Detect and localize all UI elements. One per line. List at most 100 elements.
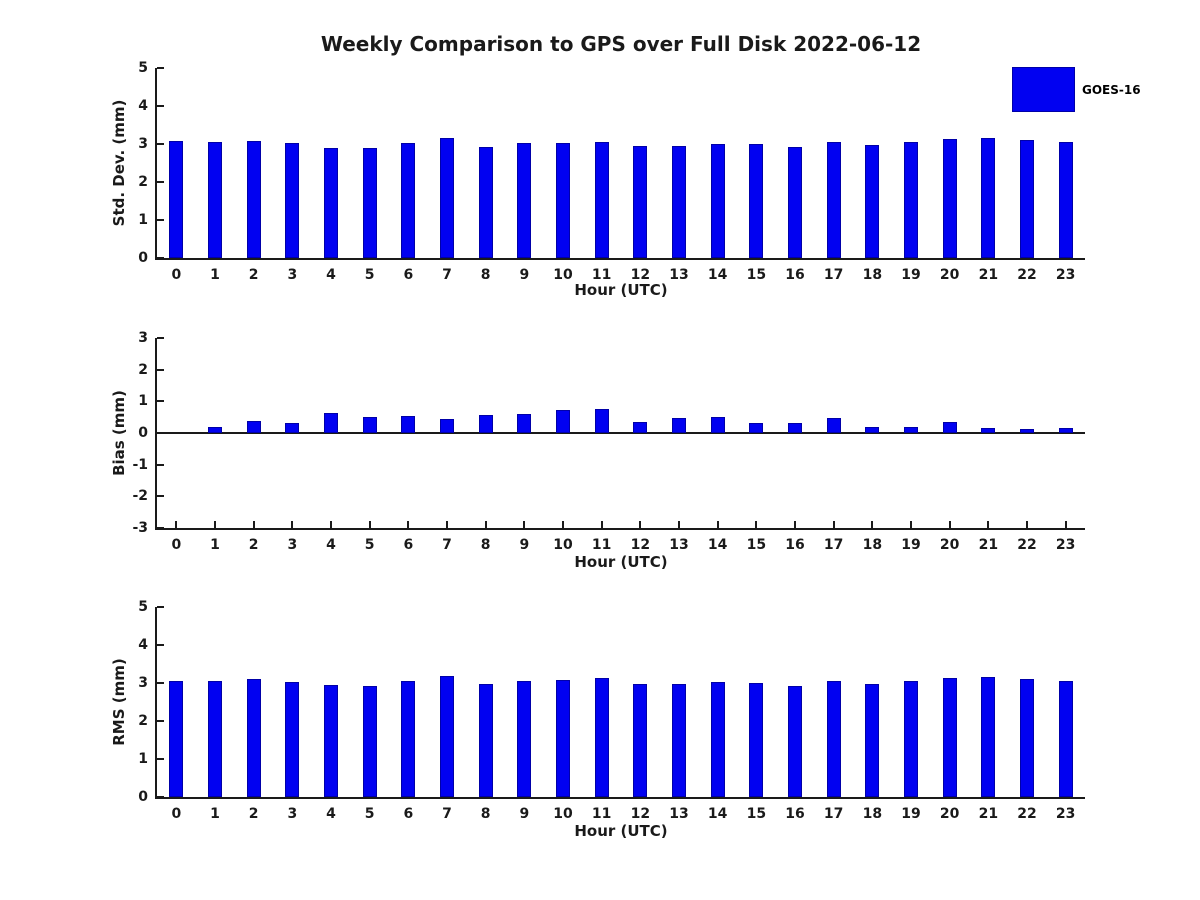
y-axis-spine bbox=[155, 68, 157, 260]
x-tick-label: 5 bbox=[364, 267, 375, 283]
x-tick-label: 14 bbox=[707, 806, 728, 822]
x-tick-label: 6 bbox=[403, 267, 414, 283]
bar bbox=[401, 143, 416, 258]
bar bbox=[788, 147, 802, 258]
x-tick-label: 22 bbox=[1017, 267, 1037, 283]
x-tick-label: 11 bbox=[591, 267, 612, 283]
y-tick-mark bbox=[157, 682, 164, 684]
y-tick-mark bbox=[157, 758, 164, 760]
x-tick-label: 5 bbox=[364, 806, 375, 822]
x-tick-label: 2 bbox=[248, 267, 259, 283]
x-tick-mark bbox=[639, 521, 642, 528]
x-tick-label: 8 bbox=[480, 806, 491, 822]
x-tick-label: 8 bbox=[480, 537, 491, 553]
bar bbox=[749, 682, 764, 797]
x-tick-mark bbox=[987, 521, 990, 528]
figure-title: Weekly Comparison to GPS over Full Disk … bbox=[320, 32, 922, 56]
x-tick-label: 6 bbox=[403, 537, 414, 553]
y-tick-label: 1 bbox=[138, 393, 148, 410]
x-tick-label: 22 bbox=[1017, 537, 1037, 553]
y-tick-label: 5 bbox=[138, 60, 148, 76]
x-tick-mark bbox=[252, 521, 255, 528]
bias-y-axis-label: Bias (mm) bbox=[110, 390, 128, 476]
bar bbox=[362, 148, 377, 258]
bar bbox=[981, 676, 996, 797]
x-tick-label: 2 bbox=[248, 806, 259, 822]
x-tick-label: 21 bbox=[978, 806, 999, 822]
y-tick-label: -3 bbox=[132, 520, 148, 536]
bar bbox=[478, 684, 493, 797]
x-tick-mark bbox=[755, 521, 758, 528]
x-tick-mark bbox=[291, 521, 294, 528]
x-tick-label: 16 bbox=[785, 267, 805, 283]
y-tick-label: 1 bbox=[138, 212, 148, 228]
x-tick-label: 22 bbox=[1017, 806, 1037, 822]
y-tick-mark bbox=[157, 796, 164, 798]
x-tick-label: 3 bbox=[287, 537, 298, 553]
x-tick-label: 20 bbox=[939, 806, 960, 822]
y-tick-label: 4 bbox=[138, 98, 148, 114]
bar bbox=[904, 426, 918, 433]
x-tick-mark bbox=[600, 521, 603, 528]
x-tick-label: 21 bbox=[978, 537, 999, 553]
x-tick-mark bbox=[794, 521, 796, 528]
bar bbox=[710, 416, 725, 433]
bar bbox=[324, 148, 338, 258]
x-tick-label: 18 bbox=[862, 537, 883, 553]
x-tick-label: 10 bbox=[553, 806, 573, 822]
bar bbox=[594, 141, 609, 258]
x-tick-label: 10 bbox=[553, 537, 573, 553]
x-tick-label: 15 bbox=[746, 806, 767, 822]
bar bbox=[517, 680, 532, 797]
bar bbox=[440, 418, 454, 433]
bar bbox=[362, 416, 377, 433]
y-tick-mark bbox=[157, 720, 164, 722]
x-tick-label: 19 bbox=[901, 537, 921, 553]
bar bbox=[1058, 681, 1073, 797]
bar bbox=[904, 681, 918, 797]
y-tick-mark bbox=[157, 181, 164, 183]
x-tick-label: 14 bbox=[707, 267, 728, 283]
y-tick-mark bbox=[157, 463, 164, 466]
bar bbox=[594, 677, 609, 797]
y-tick-label: -1 bbox=[132, 456, 148, 473]
bar bbox=[672, 146, 686, 258]
bar bbox=[362, 685, 377, 797]
x-tick-label: 21 bbox=[978, 267, 999, 283]
x-tick-mark bbox=[175, 521, 178, 528]
y-tick-mark bbox=[157, 644, 164, 646]
stddev-y-axis-label: Std. Dev. (mm) bbox=[110, 99, 128, 227]
x-tick-label: 9 bbox=[519, 537, 530, 553]
x-tick-label: 14 bbox=[707, 537, 728, 553]
x-tick-label: 0 bbox=[171, 806, 182, 822]
x-tick-label: 4 bbox=[326, 267, 336, 283]
x-tick-label: 15 bbox=[746, 267, 767, 283]
bar bbox=[517, 414, 532, 433]
bar bbox=[865, 426, 880, 433]
bar bbox=[169, 680, 184, 797]
bar bbox=[942, 138, 957, 258]
x-tick-label: 12 bbox=[630, 537, 651, 553]
x-tick-label: 19 bbox=[901, 267, 921, 283]
y-tick-label: 0 bbox=[138, 250, 148, 266]
bar bbox=[826, 142, 841, 258]
bar bbox=[556, 679, 570, 797]
bar bbox=[246, 140, 261, 258]
x-tick-label: 13 bbox=[669, 806, 689, 822]
zero-baseline bbox=[157, 432, 1085, 434]
bar bbox=[942, 422, 957, 433]
y-tick-label: 2 bbox=[138, 361, 148, 378]
bar bbox=[633, 683, 648, 797]
x-tick-label: 10 bbox=[553, 267, 573, 283]
x-tick-label: 19 bbox=[901, 806, 921, 822]
bar bbox=[324, 684, 338, 797]
y-tick-mark bbox=[157, 143, 164, 145]
bar bbox=[285, 143, 300, 258]
x-tick-mark bbox=[1064, 521, 1067, 528]
x-tick-label: 17 bbox=[823, 267, 844, 283]
bar bbox=[401, 680, 416, 797]
